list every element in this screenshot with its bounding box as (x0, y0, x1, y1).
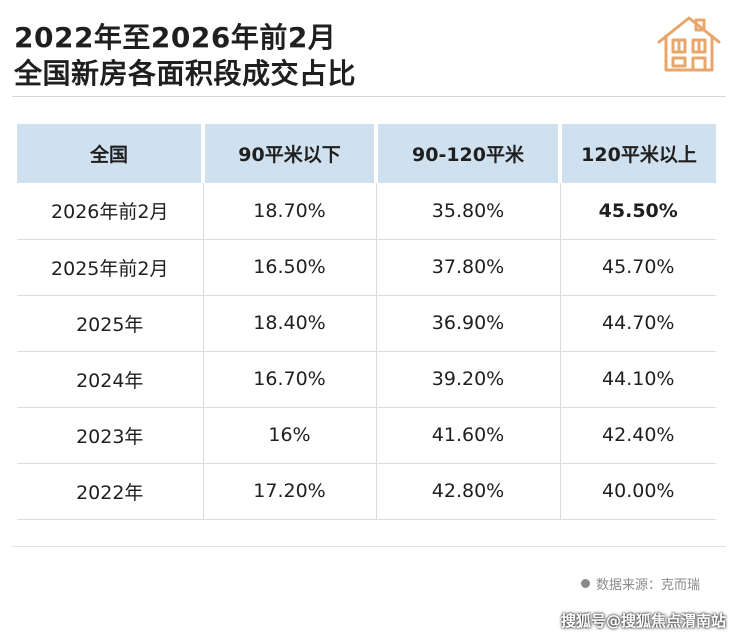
title-line-2: 全国新房各面积段成交占比 (14, 57, 357, 90)
cell-over-120: 42.40% (560, 406, 716, 463)
cell-under-90: 16% (203, 406, 377, 463)
cell-90-120: 36.90% (376, 294, 561, 351)
title-divider (12, 96, 726, 97)
title-line-1: 2022年至2026年前2月 (14, 21, 337, 54)
row-label: 2023年 (17, 406, 204, 463)
page-title: 2022年至2026年前2月 全国新房各面积段成交占比 (14, 20, 356, 92)
cell-over-120: 44.10% (560, 350, 716, 407)
header-region: 全国 (17, 124, 205, 183)
header-over-120: 120平米以上 (560, 124, 716, 183)
cell-over-120: 45.70% (560, 238, 716, 295)
source-text: 数据来源：克而瑞 (595, 578, 700, 593)
cell-over-120-highlight: 45.50% (598, 199, 678, 222)
data-table: 全国 90平米以下 90-120平米 120平米以上 2026年前2月 18.7… (17, 124, 716, 521)
table-row: 2024年 16.70% 39.20% 44.10% (17, 350, 716, 407)
row-label: 2025年 (17, 294, 204, 351)
cell-under-90: 16.50% (203, 238, 377, 295)
table-row: 2023年 16% 41.60% 42.40% (17, 406, 716, 463)
cell-90-120: 41.60% (376, 406, 561, 463)
row-label: 2025年前2月 (17, 238, 204, 295)
house-icon (656, 12, 722, 74)
cell-under-90: 18.40% (203, 294, 377, 351)
cell-90-120: 42.80% (376, 462, 561, 520)
table-header-row: 全国 90平米以下 90-120平米 120平米以上 (17, 124, 716, 183)
data-source: 数据来源：克而瑞 (580, 574, 700, 593)
cell-under-90: 17.20% (203, 462, 377, 520)
cell-under-90: 18.70% (203, 183, 377, 239)
row-label: 2022年 (17, 462, 204, 520)
footer-divider (12, 546, 726, 547)
table-row: 2022年 17.20% 42.80% 40.00% (17, 462, 716, 520)
cell-under-90: 16.70% (203, 350, 377, 407)
table-row: 2026年前2月 18.70% 35.80% 45.50% (17, 183, 716, 239)
header-90-120: 90-120平米 (376, 124, 562, 183)
cell-over-120: 44.70% (560, 294, 716, 351)
cell-90-120: 37.80% (376, 238, 561, 295)
watermark-credit: 搜狐号@搜狐焦点渭南站 (560, 612, 726, 630)
row-label: 2026年前2月 (17, 183, 204, 239)
cell-90-120: 35.80% (376, 183, 561, 239)
cell-over-120: 40.00% (560, 462, 716, 520)
header-under-90: 90平米以下 (203, 124, 378, 183)
bullet-dot-icon (580, 579, 590, 588)
row-label: 2024年 (17, 350, 204, 407)
table-row: 2025年前2月 16.50% 37.80% 45.70% (17, 238, 716, 295)
table-row: 2025年 18.40% 36.90% 44.70% (17, 294, 716, 351)
cell-90-120: 39.20% (376, 350, 561, 407)
